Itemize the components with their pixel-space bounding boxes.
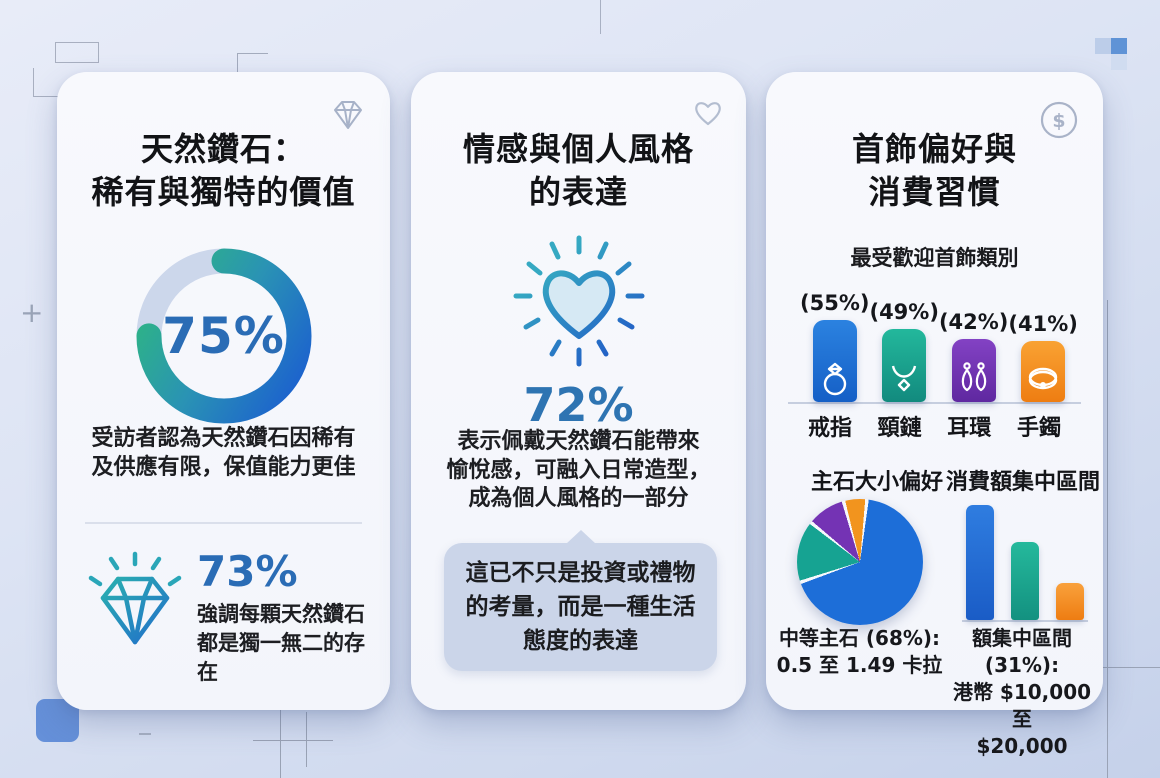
title-line: 的表達 (528, 172, 628, 211)
svg-text:$: $ (1052, 110, 1065, 132)
bar-earrings (951, 339, 996, 402)
card-jewelry-preference: $ 首飾偏好與 消費習慣 最受歡迎首飾類別 (55%) (4 (766, 72, 1103, 758)
jewelry-category-bar-chart: (55%) (49%) (788, 290, 1081, 404)
bar-column-earrings: (42%) (939, 310, 1008, 402)
title-line: 稀有與獨特的價值 (91, 172, 356, 211)
category-label: 頸鏈 (877, 416, 922, 441)
decor-line (306, 712, 307, 767)
card-title: 情感與個人風格 的表達 (411, 128, 746, 213)
decor-line (1100, 667, 1160, 668)
donut-percentage: 75% (162, 307, 285, 365)
stone-size-pie-chart (797, 499, 923, 625)
spending-bar-blue (966, 505, 994, 620)
title-line: 情感與個人風格 (462, 130, 694, 168)
callout-bubble: 這已不只是投資或禮物 的考量，而是一種生活 態度的表達 (444, 530, 717, 671)
pie-section-title: 主石大小偏好 (810, 470, 943, 495)
donut-caption: 受訪者認為天然鑽石因稀有 及供應有限，保值能力更佳 (91, 426, 356, 481)
heart-outline-icon (695, 102, 721, 126)
bar-column-necklace: (49%) (869, 299, 939, 402)
card-title: 天然鑽石： 稀有與獨特的價值 (57, 128, 390, 213)
earrings-icon (961, 362, 986, 392)
decor-corner-line (237, 53, 268, 80)
stat-72-percent: 72% (523, 378, 634, 432)
bangle-icon (1028, 367, 1058, 390)
stat-73-description: 強調每顆天然鑽石 都是獨一無二的存 在 (197, 602, 365, 684)
decor-dash (139, 733, 151, 735)
sparkling-diamond-icon (88, 551, 182, 645)
decor-plus-mark: + (20, 296, 44, 329)
title-line: 天然鑽石： (140, 130, 306, 168)
bar-column-ring: (55%) (800, 290, 870, 402)
category-label: 戒指 (807, 416, 852, 441)
decor-corner-line (33, 68, 60, 97)
stat-73-percent: 73% (197, 547, 298, 596)
necklace-icon (892, 365, 917, 392)
bar-value-label: (49%) (869, 299, 939, 324)
bar-value-label: (42%) (938, 310, 1009, 334)
category-chart-title: 最受歡迎首飾類別 (850, 246, 1019, 270)
bar-necklace (882, 328, 927, 402)
category-label: 耳環 (947, 416, 992, 441)
decor-pixel-square (1095, 38, 1111, 54)
diamond-outline-icon (334, 101, 362, 129)
bar-column-bangle: (41%) (1008, 311, 1078, 402)
donut-chart-75: 75% (132, 244, 316, 428)
decor-line (1107, 300, 1108, 778)
bar-ring (812, 319, 857, 402)
divider (85, 522, 362, 524)
bar-bangle (1021, 340, 1066, 402)
donut-arc (136, 248, 311, 424)
decor-pixel-square (1111, 54, 1127, 70)
spending-bar-teal (1011, 542, 1039, 620)
bar-caption: 額集中區間 (31%): 港幣 $10,000 至 $20,000 (952, 626, 1092, 758)
card-title: 首飾偏好與 消費習慣 (766, 128, 1103, 213)
bar-section-title: 消費額集中區間 (946, 470, 1101, 495)
bar-value-label: (41%) (1008, 311, 1078, 336)
spending-bar-chart (962, 502, 1088, 622)
ring-icon (823, 362, 846, 396)
title-line: 消費習慣 (868, 172, 1001, 211)
dollar-circle-icon: $ (1040, 101, 1078, 139)
pie-caption: 中等主石 (68%): 0.5 至 1.49 卡拉 (776, 626, 943, 677)
decor-rectangle-outline (55, 42, 99, 63)
radiating-heart-icon (513, 235, 644, 367)
card-natural-diamond-value: 天然鑽石： 稀有與獨特的價值 75% 受訪者認為天然鑽石因稀有 及供應有限，保值… (57, 72, 390, 710)
decor-line (600, 0, 601, 34)
decor-pixel-square (1111, 38, 1127, 54)
title-line: 首飾偏好與 (851, 130, 1017, 168)
decor-line (253, 740, 333, 741)
spending-bar-orange (1056, 583, 1084, 620)
category-labels: 戒指 頸鏈 耳環 手鐲 (788, 410, 1081, 442)
card-emotion-personal-style: 情感與個人風格 的表達 (411, 72, 746, 710)
decor-line (280, 688, 281, 778)
category-label: 手鐲 (1016, 416, 1061, 441)
stat-72-description: 表示佩戴天然鑽石能帶來 愉悅感，可融入日常造型， 成為個人風格的一部分 (446, 429, 711, 512)
bar-value-label: (55%) (800, 290, 870, 315)
